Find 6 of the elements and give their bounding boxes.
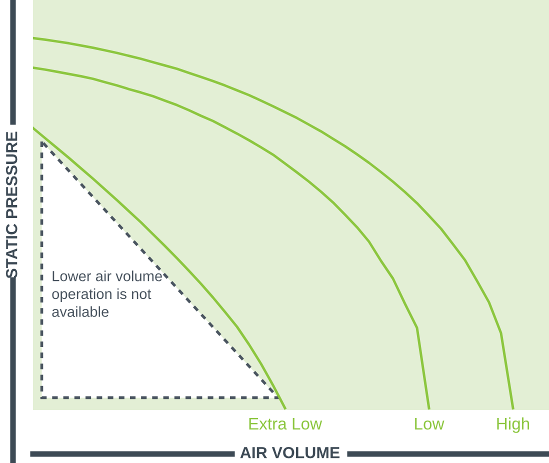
- annotation: Lower air volume operation is not available: [52, 270, 162, 317]
- y-axis-title: STATIC PRESSURE: [6, 132, 18, 278]
- series-label: Extra Low: [249, 418, 322, 430]
- x-axis-title: AIR VOLUME: [240, 446, 340, 458]
- series-label: Low: [415, 418, 444, 430]
- series-label: High: [497, 417, 530, 433]
